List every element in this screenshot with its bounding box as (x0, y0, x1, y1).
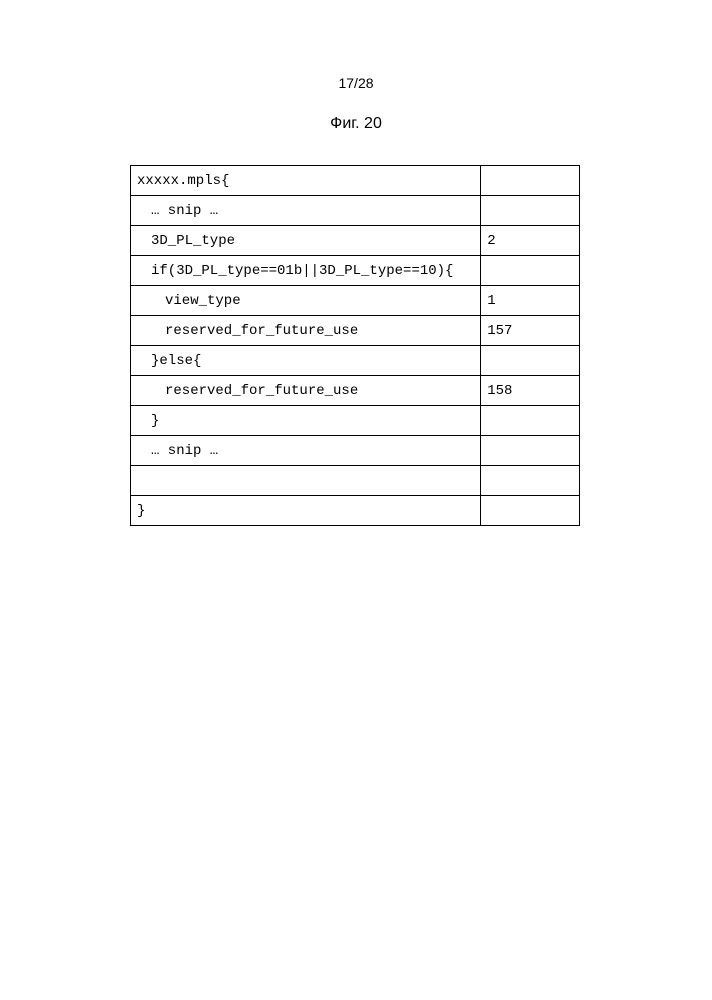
table-cell-code: } (131, 496, 481, 526)
table-row: 3D_PL_type2 (131, 226, 580, 256)
table-cell-value (481, 496, 580, 526)
table-row: reserved_for_future_use158 (131, 376, 580, 406)
table-cell-code: view_type (131, 286, 481, 316)
table-cell-code: } (131, 406, 481, 436)
code-structure-table: xxxxx.mpls{… snip …3D_PL_type2if(3D_PL_t… (130, 165, 580, 526)
table-cell-code: reserved_for_future_use (131, 376, 481, 406)
table-cell-code (131, 466, 481, 496)
table-row: } (131, 496, 580, 526)
table-cell-code: xxxxx.mpls{ (131, 166, 481, 196)
table-row: … snip … (131, 196, 580, 226)
table-row: view_type1 (131, 286, 580, 316)
table-row (131, 466, 580, 496)
table-cell-value (481, 256, 580, 286)
table-row: … snip … (131, 436, 580, 466)
table: xxxxx.mpls{… snip …3D_PL_type2if(3D_PL_t… (130, 165, 580, 526)
table-row: if(3D_PL_type==01b||3D_PL_type==10){ (131, 256, 580, 286)
table-cell-code: 3D_PL_type (131, 226, 481, 256)
table-cell-value: 157 (481, 316, 580, 346)
table-row: } (131, 406, 580, 436)
table-cell-value (481, 466, 580, 496)
table-cell-value (481, 166, 580, 196)
table-row: }else{ (131, 346, 580, 376)
table-cell-value (481, 346, 580, 376)
table-cell-code: }else{ (131, 346, 481, 376)
table-cell-code: … snip … (131, 196, 481, 226)
table-cell-code: … snip … (131, 436, 481, 466)
table-cell-value: 2 (481, 226, 580, 256)
table-row: xxxxx.mpls{ (131, 166, 580, 196)
table-cell-value: 1 (481, 286, 580, 316)
table-cell-value (481, 436, 580, 466)
table-cell-code: reserved_for_future_use (131, 316, 481, 346)
table-cell-value (481, 196, 580, 226)
figure-label: Фиг. 20 (330, 115, 382, 133)
table-cell-value: 158 (481, 376, 580, 406)
table-row: reserved_for_future_use157 (131, 316, 580, 346)
table-cell-value (481, 406, 580, 436)
page-number: 17/28 (338, 75, 373, 91)
table-cell-code: if(3D_PL_type==01b||3D_PL_type==10){ (131, 256, 481, 286)
